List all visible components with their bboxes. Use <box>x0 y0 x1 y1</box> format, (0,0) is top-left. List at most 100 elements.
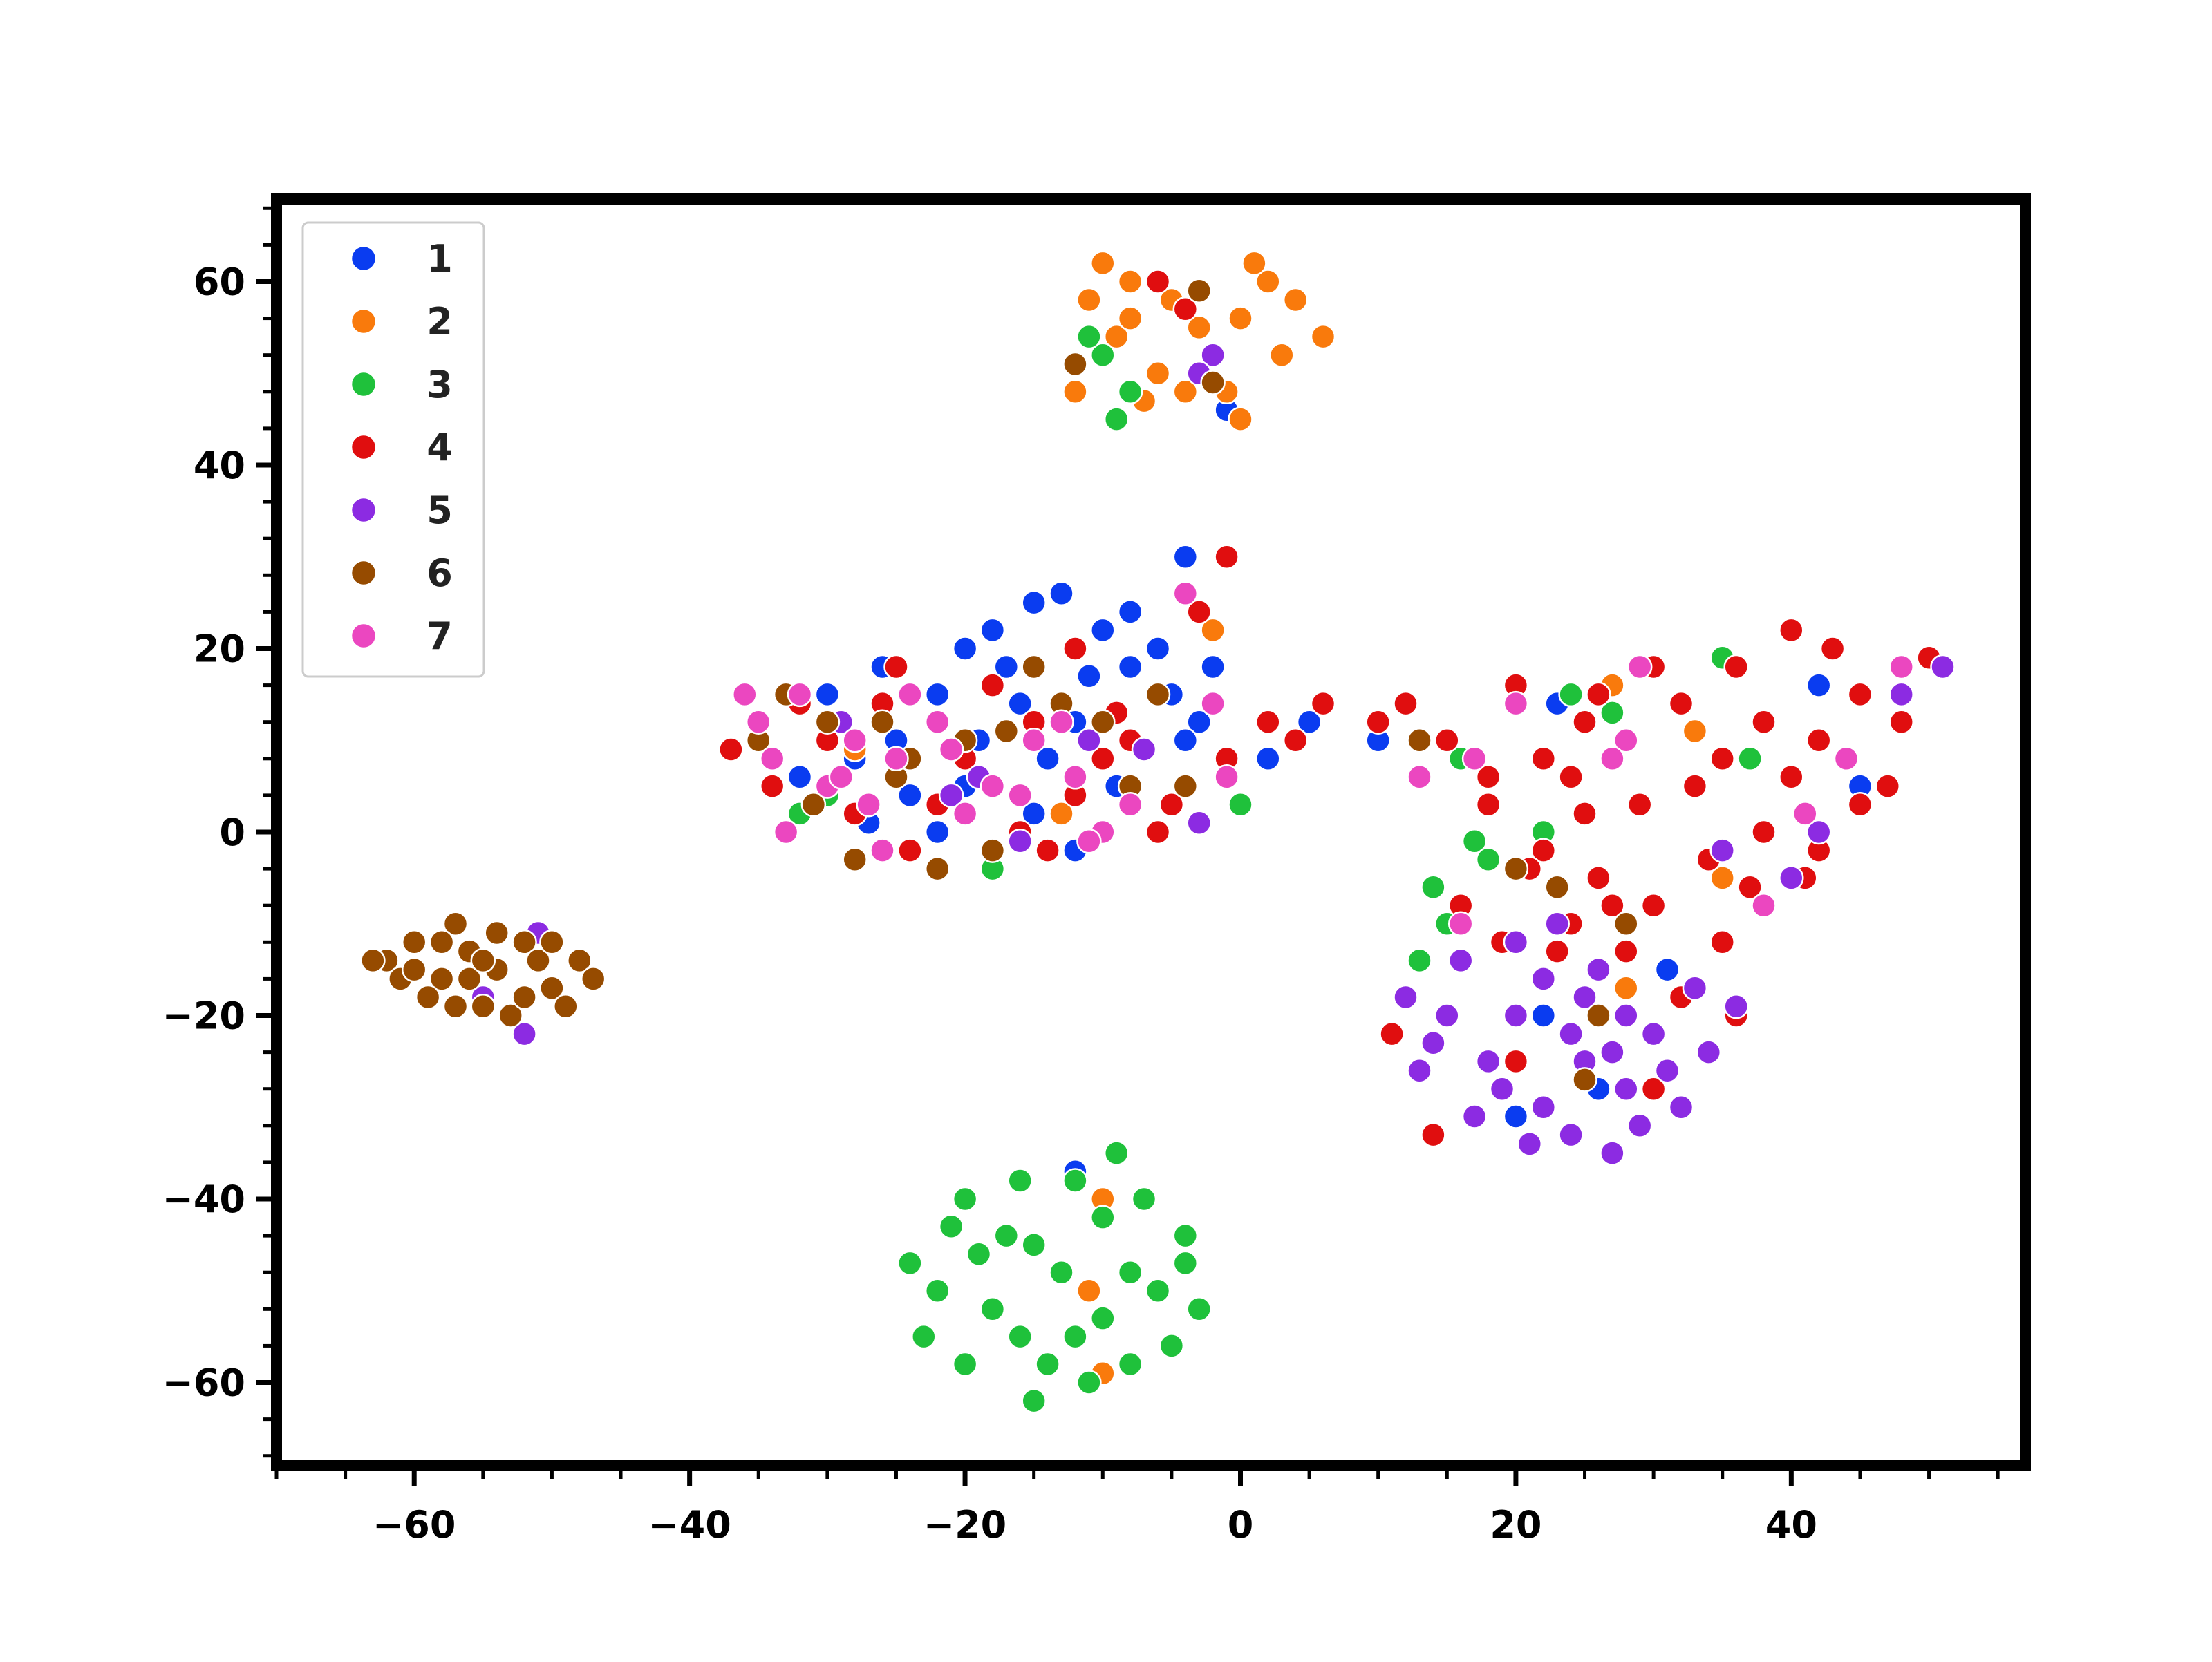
data-point <box>456 966 482 992</box>
data-point <box>1613 727 1639 753</box>
data-point <box>1530 966 1557 992</box>
data-point <box>1447 911 1474 937</box>
data-point <box>1806 819 1832 845</box>
data-point <box>1021 801 1047 827</box>
data-point <box>539 975 565 1001</box>
data-point <box>952 1186 978 1212</box>
data-point <box>1654 1057 1680 1084</box>
axes-layer: −60 −40 −20 0 20 40 −60 −40 −20 0 20 40 60 <box>162 206 2000 1547</box>
data-point <box>1049 709 1074 735</box>
data-point <box>1214 544 1239 569</box>
data-point <box>484 920 509 946</box>
data-point <box>1806 727 1832 753</box>
legend-marker <box>350 245 377 272</box>
data-point <box>512 929 537 955</box>
data-point <box>1076 323 1102 350</box>
data-point <box>1007 1323 1033 1350</box>
data-point <box>1668 1095 1694 1120</box>
data-point <box>1228 406 1253 432</box>
data-point <box>1186 1296 1212 1322</box>
data-point <box>1021 727 1047 753</box>
data-point <box>1613 975 1639 1001</box>
data-point <box>897 1250 923 1276</box>
data-point <box>924 1278 950 1304</box>
data-point <box>1461 829 1488 854</box>
data-point <box>1627 1113 1653 1139</box>
data-point <box>842 847 868 873</box>
data-point <box>1007 690 1033 717</box>
data-point <box>1888 709 1914 735</box>
data-point <box>512 1021 537 1047</box>
data-point <box>525 947 551 974</box>
data-point <box>1090 250 1116 276</box>
data-point <box>512 984 537 1010</box>
data-point <box>1172 727 1199 753</box>
data-point <box>1021 1388 1047 1414</box>
data-point <box>1062 351 1088 377</box>
legend-label: 4 <box>427 426 453 469</box>
data-point <box>1819 636 1846 661</box>
data-point <box>993 654 1020 680</box>
data-point <box>1600 700 1625 726</box>
data-point <box>1544 938 1570 964</box>
data-point <box>1751 892 1777 918</box>
data-point <box>1930 654 1956 680</box>
data-point <box>814 681 841 708</box>
data-point <box>787 681 813 708</box>
data-point <box>1076 287 1102 313</box>
legend-box <box>301 221 485 678</box>
data-point <box>1021 589 1047 616</box>
series-7 <box>732 580 1914 937</box>
legend-marker <box>350 433 377 461</box>
legend-marker <box>350 496 377 524</box>
data-point <box>1586 865 1611 891</box>
data-point <box>897 782 923 809</box>
series-6 <box>360 278 1639 1093</box>
data-point <box>1145 636 1171 661</box>
data-point <box>1737 746 1763 772</box>
data-point <box>442 911 469 937</box>
data-point <box>1145 1278 1171 1304</box>
data-point <box>1544 911 1570 937</box>
y-tick-label: 40 <box>194 444 245 487</box>
data-point <box>980 1296 1006 1322</box>
data-point <box>1145 681 1171 708</box>
data-point <box>1421 1122 1446 1148</box>
data-point <box>1131 1186 1157 1212</box>
data-point <box>1007 829 1033 854</box>
data-point <box>1049 801 1074 827</box>
data-point <box>1544 874 1570 900</box>
y-tick-label: 20 <box>194 627 245 670</box>
data-point <box>470 993 496 1019</box>
legend: 1 2 3 4 5 6 7 <box>301 221 485 678</box>
legend-label: 5 <box>427 489 453 532</box>
data-point <box>1613 938 1639 964</box>
data-point <box>1792 801 1818 827</box>
data-point <box>1407 727 1432 753</box>
data-point <box>1875 773 1901 799</box>
x-tick-label: 40 <box>1765 1503 1817 1547</box>
data-point <box>1214 764 1239 790</box>
data-point <box>1145 360 1171 386</box>
data-point <box>470 947 496 974</box>
data-point <box>1200 617 1226 643</box>
data-point <box>1434 727 1460 753</box>
y-tick-label: 60 <box>194 260 245 303</box>
data-point <box>1475 847 1501 873</box>
data-point <box>1172 1250 1199 1276</box>
data-point <box>1558 681 1584 708</box>
data-point <box>732 681 758 708</box>
series-5 <box>470 342 1956 1166</box>
data-point <box>1076 663 1102 689</box>
data-point <box>1393 690 1418 717</box>
data-point <box>952 636 978 661</box>
data-point <box>1255 269 1281 294</box>
data-point <box>1461 1104 1488 1129</box>
data-point <box>429 929 455 955</box>
data-point <box>1475 764 1501 790</box>
data-point <box>1709 865 1735 891</box>
data-point <box>1572 984 1597 1010</box>
data-point <box>1751 819 1777 845</box>
data-point <box>1888 681 1914 708</box>
